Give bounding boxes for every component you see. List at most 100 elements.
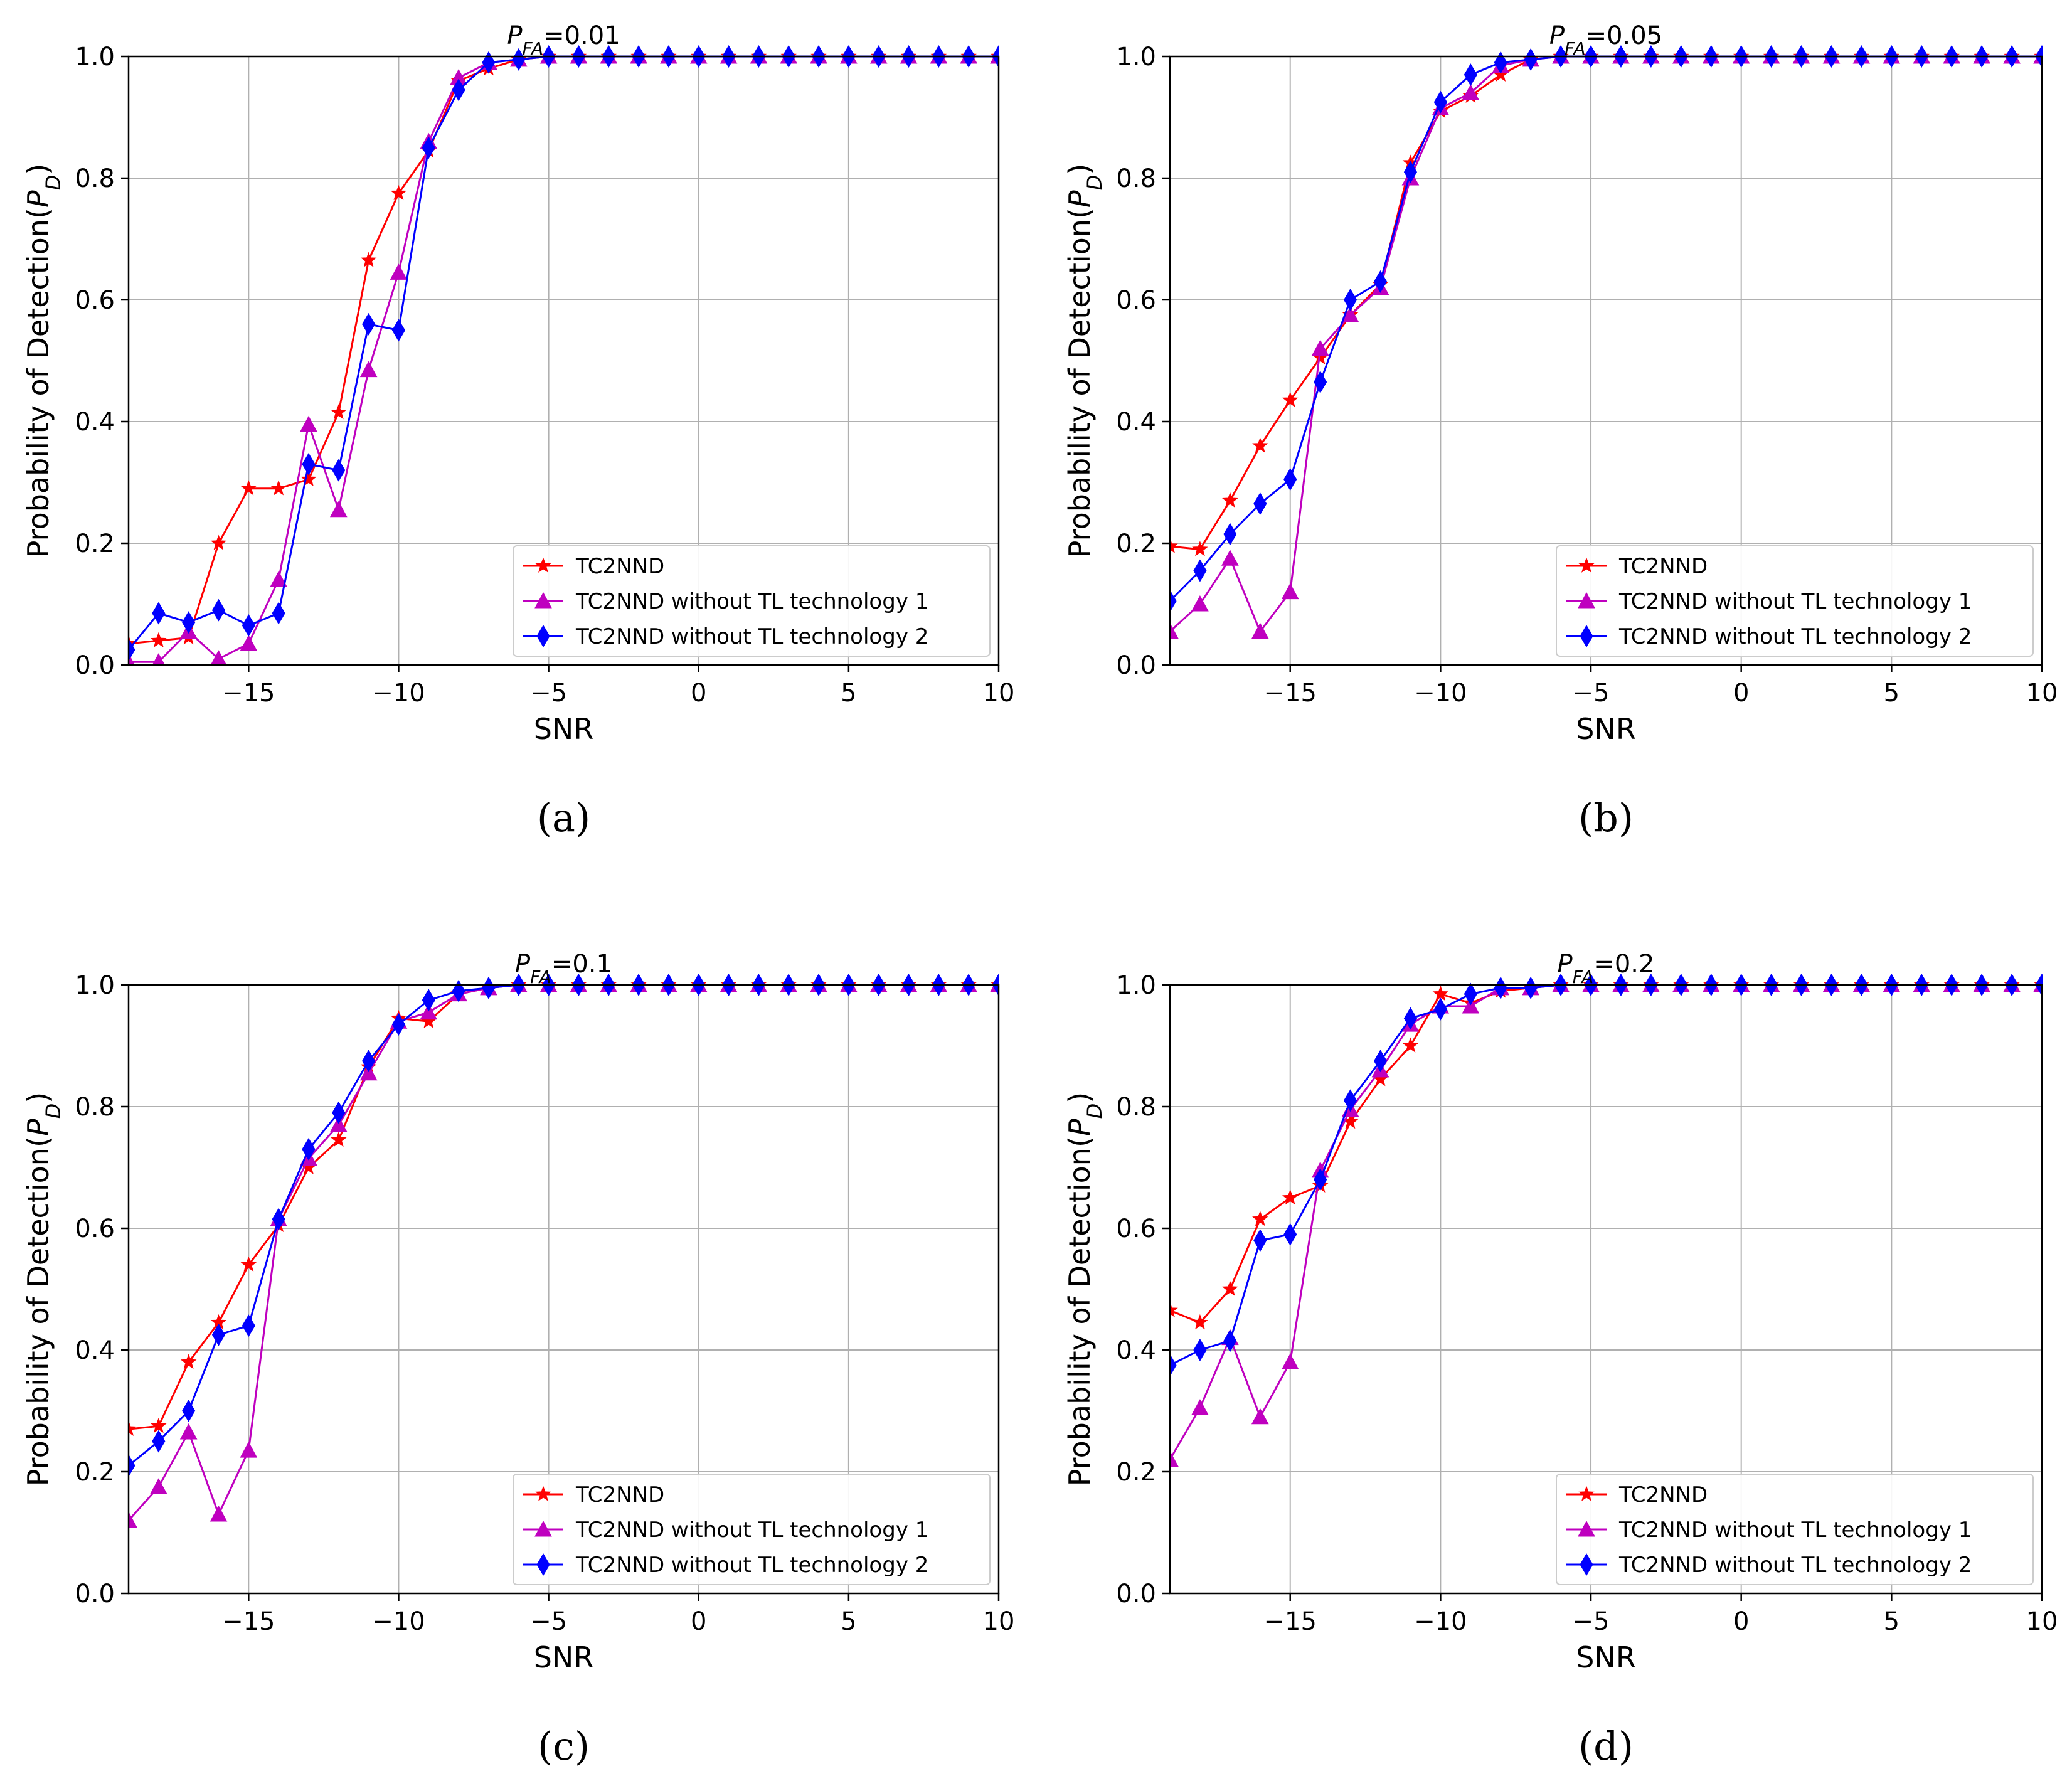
data-point — [182, 611, 196, 634]
data-point — [182, 1400, 196, 1422]
data-point — [270, 571, 287, 587]
chart-panel-a: −15 −10 −5 0 5 10 0.0 0.2 0.4 0.6 0.8 1.0 PFA=0.01 SN… — [21, 21, 1014, 841]
legend-label: TC2NND without TL technology 2 — [575, 624, 928, 649]
data-point — [1223, 523, 1237, 546]
legend-marker — [1580, 625, 1593, 647]
legend: TC2NND TC2NND without TL technology 1 TC2N… — [513, 545, 991, 657]
data-point — [1403, 1007, 1418, 1030]
legend-label: TC2NND without TL technology 1 — [575, 589, 928, 614]
data-point — [391, 319, 406, 342]
series-line-3 — [1169, 984, 2042, 1366]
y-tick-label: 0.2 — [75, 529, 115, 558]
x-tick-label: 10 — [983, 1607, 1015, 1636]
data-point — [1191, 595, 1209, 612]
data-point — [300, 415, 317, 432]
legend-marker — [1578, 1486, 1595, 1501]
data-point — [1253, 492, 1267, 515]
legend-marker — [536, 625, 550, 647]
y-tick-label: 0.6 — [75, 286, 115, 315]
x-tick-label: −15 — [1264, 1607, 1317, 1636]
y-tick-label: 0.4 — [1116, 408, 1156, 437]
legend-marker — [536, 1553, 550, 1576]
data-point — [390, 263, 408, 280]
series-line-2 — [128, 984, 999, 1521]
plot-frame — [127, 984, 1000, 1595]
x-axis-label: SNR — [534, 1640, 594, 1674]
data-point — [1432, 986, 1449, 1001]
series-line-1 — [1169, 984, 2042, 1324]
x-tick-label: 10 — [983, 679, 1015, 708]
legend-label: TC2NND — [575, 1482, 664, 1507]
data-point — [331, 1131, 347, 1147]
data-point — [1191, 1399, 1209, 1415]
y-tick-label: 0.6 — [75, 1215, 115, 1243]
x-tick-label: 5 — [1884, 1607, 1899, 1636]
data-point — [152, 1430, 166, 1453]
legend-label: TC2NND without TL technology 2 — [575, 1553, 928, 1578]
series-line-1 — [1169, 55, 2042, 551]
data-point — [151, 632, 167, 648]
data-point — [210, 534, 227, 550]
x-tick-label: −5 — [1573, 679, 1610, 708]
x-tick-label: 10 — [2026, 679, 2058, 708]
y-tick-label: 0.8 — [75, 1093, 115, 1122]
data-point — [1223, 1329, 1237, 1353]
panel-label: (c) — [538, 1723, 590, 1769]
legend: TC2NND TC2NND without TL technology 1 TC2N… — [513, 1474, 991, 1585]
legend-label: TC2NND without TL technology 1 — [1618, 589, 1972, 614]
data-point — [240, 480, 257, 496]
data-point — [1192, 1314, 1208, 1330]
y-tick-label: 0.6 — [1116, 286, 1156, 315]
data-point — [1252, 1211, 1268, 1226]
x-tick-label: −5 — [530, 1607, 567, 1636]
data-point — [332, 459, 346, 482]
y-axis-label: Probability of Detection(PD) — [1063, 164, 1107, 558]
data-point — [1403, 161, 1418, 184]
x-tick-label: 0 — [1733, 679, 1749, 708]
data-point — [359, 1064, 378, 1081]
y-tick-label: 0.2 — [1116, 1458, 1156, 1487]
data-point — [390, 184, 407, 201]
data-point — [1462, 84, 1480, 100]
series-group — [128, 974, 999, 1528]
legend-box — [1556, 1474, 2034, 1585]
x-tick-label: 0 — [691, 1607, 706, 1636]
panel-label: (d) — [1578, 1723, 1634, 1769]
series-line-3 — [1169, 55, 2042, 602]
data-point — [1314, 1168, 1327, 1191]
data-point — [152, 653, 166, 666]
data-point — [1373, 270, 1388, 293]
data-point — [420, 1003, 438, 1020]
data-point — [1283, 1223, 1297, 1246]
x-tick-label: −5 — [530, 679, 567, 708]
data-point — [1464, 982, 1477, 1006]
data-point — [329, 1116, 348, 1132]
data-point — [1311, 339, 1329, 356]
chart-title: PFA=0.2 — [1558, 950, 1655, 987]
y-tick-label: 0.0 — [75, 1580, 115, 1608]
y-tick-label: 1.0 — [1116, 43, 1156, 72]
legend-box — [513, 1474, 991, 1585]
data-point — [329, 501, 348, 518]
y-tick-label: 0.4 — [1116, 1336, 1156, 1365]
data-point — [1222, 1280, 1238, 1296]
data-point — [391, 1013, 406, 1036]
legend: TC2NND TC2NND without TL technology 1 TC2N… — [1556, 545, 2034, 657]
data-point — [1494, 976, 1507, 999]
data-point — [240, 1441, 258, 1458]
data-point — [452, 78, 465, 102]
legend-marker — [1578, 557, 1595, 573]
data-point — [242, 1314, 255, 1337]
data-point — [362, 312, 376, 336]
y-tick-label: 0.2 — [1116, 529, 1156, 558]
data-point — [151, 1417, 167, 1433]
y-tick-label: 1.0 — [1116, 971, 1156, 1000]
y-axis-label: Probability of Detection(PD) — [21, 164, 65, 558]
data-point — [272, 602, 285, 625]
data-point — [359, 361, 378, 378]
legend-marker — [535, 557, 551, 573]
data-point — [1314, 370, 1327, 393]
y-tick-label: 0.8 — [75, 164, 115, 193]
data-point — [1253, 1229, 1267, 1252]
